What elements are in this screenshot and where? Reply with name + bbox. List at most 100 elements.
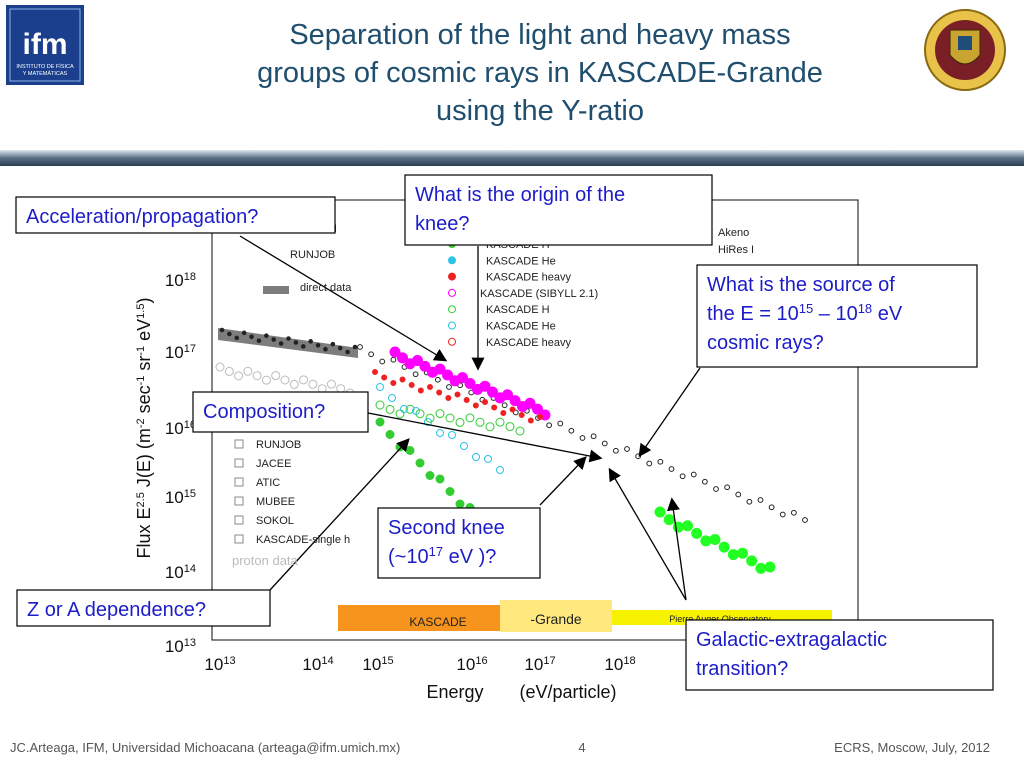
callout-box [16, 589, 271, 627]
band-kascade [338, 605, 528, 631]
band-label: KASCADE [409, 615, 466, 629]
y-axis-label: Flux E2.5 J(E) (m-2 sec-1 sr-1 eV1.5) [134, 298, 154, 559]
decor-marker [385, 404, 395, 414]
decor-marker [300, 344, 306, 349]
decor-marker [330, 341, 336, 347]
decor-marker [389, 346, 401, 358]
decor-marker [435, 409, 445, 419]
legend-entry: KASCADE heavy [486, 337, 571, 349]
tick-base: 10 [204, 655, 223, 674]
legend-entry: KASCADE heavy [486, 272, 571, 284]
callout-box [377, 507, 541, 579]
decor-marker [472, 453, 480, 461]
x-axis-label: Energy [426, 682, 483, 702]
decor-marker [557, 420, 564, 427]
decor-marker [224, 366, 234, 376]
arrow [367, 412, 603, 463]
tick-exp: 13 [223, 655, 235, 667]
band-label: -Grande [530, 611, 582, 627]
band-label: Pierre Auger Observatory [669, 614, 771, 624]
legend-symbol [448, 272, 456, 281]
footer-left: JC.Arteaga, IFM, Universidad Michoacana … [10, 740, 400, 755]
decor-marker [412, 371, 419, 378]
decor-marker [454, 391, 461, 398]
legend-entry: direct data [300, 282, 352, 294]
decor-marker [601, 440, 608, 447]
legend-entry: MUBEE [256, 496, 295, 508]
texts: Separation of the light and heavy mass gr… [10, 19, 994, 755]
legend-symbol [448, 337, 456, 346]
text-segment: eV )? [443, 546, 496, 568]
decor-marker [390, 380, 397, 386]
decor-marker [315, 342, 321, 348]
decor-marker [368, 351, 375, 358]
decor-marker [436, 429, 444, 437]
decor-marker [509, 395, 521, 407]
decor-marker [646, 460, 653, 467]
superscript: 15 [799, 301, 813, 316]
callout: What is the origin of the knee? [404, 174, 713, 246]
decor-marker [590, 433, 597, 440]
text-segment: Galactic-extragalactic [696, 629, 887, 651]
decor-marker [271, 337, 277, 342]
decor-marker [219, 327, 225, 333]
callout: Acceleration/propagation? [15, 196, 336, 234]
decor-marker [657, 458, 664, 465]
callout-line: Composition? [203, 401, 325, 423]
text-segment: – 10 [813, 303, 857, 325]
decor-marker [624, 446, 630, 452]
superscript: -2 [135, 418, 147, 428]
decor-marker [682, 520, 693, 532]
decor-marker [568, 427, 575, 434]
text-segment: ) [134, 298, 154, 304]
superscript: -1 [135, 346, 147, 356]
decor-marker [412, 355, 423, 367]
decor-marker [323, 346, 328, 352]
callout-line: Z or A dependence? [27, 599, 206, 621]
decor-marker [448, 431, 456, 439]
callout-box [685, 619, 994, 691]
callout-line: cosmic rays? [707, 332, 824, 354]
tick-base: 10 [165, 271, 184, 290]
legend-entry: SOKOL [256, 515, 294, 527]
legend-symbol [234, 458, 244, 468]
decor-marker [243, 366, 253, 376]
decor-marker [612, 447, 619, 454]
title-line: Separation of the light and heavy mass [289, 19, 790, 51]
decor-marker [768, 504, 775, 511]
decor-marker [709, 534, 721, 545]
decor-marker [352, 344, 358, 350]
legend-symbol [448, 321, 456, 330]
text-segment: transition? [696, 658, 788, 680]
logo-text: ifm [23, 28, 68, 61]
decor-marker [308, 379, 318, 389]
text-segment: eV [134, 319, 154, 346]
legend-symbol [234, 477, 244, 487]
decor-marker [757, 497, 764, 503]
decor-marker [679, 473, 686, 480]
tick-label: 1013 [204, 655, 235, 674]
decor-marker [691, 527, 703, 539]
text-segment: What is the origin of the [415, 184, 625, 206]
decor-marker [501, 402, 508, 409]
decor-marker [436, 389, 443, 396]
decor-marker [537, 414, 543, 420]
decor-marker [415, 458, 425, 468]
decor-marker [234, 371, 244, 381]
legend-symbol [234, 534, 244, 544]
decor-marker [455, 417, 465, 427]
text-segment: the E = 10 [707, 303, 799, 325]
legend-symbol [234, 439, 244, 449]
decor-marker [532, 403, 543, 415]
tick-base: 10 [456, 655, 475, 674]
decor-marker [271, 371, 281, 381]
tick-exp: 17 [184, 343, 196, 355]
text-segment: Flux E [134, 507, 154, 558]
tick-exp: 16 [475, 655, 487, 667]
decor-marker [475, 417, 485, 427]
callout-line: Galactic-extragalactic [696, 629, 887, 651]
arrow [239, 235, 448, 362]
decor-marker [278, 341, 284, 346]
tick-exp: 14 [321, 655, 333, 667]
